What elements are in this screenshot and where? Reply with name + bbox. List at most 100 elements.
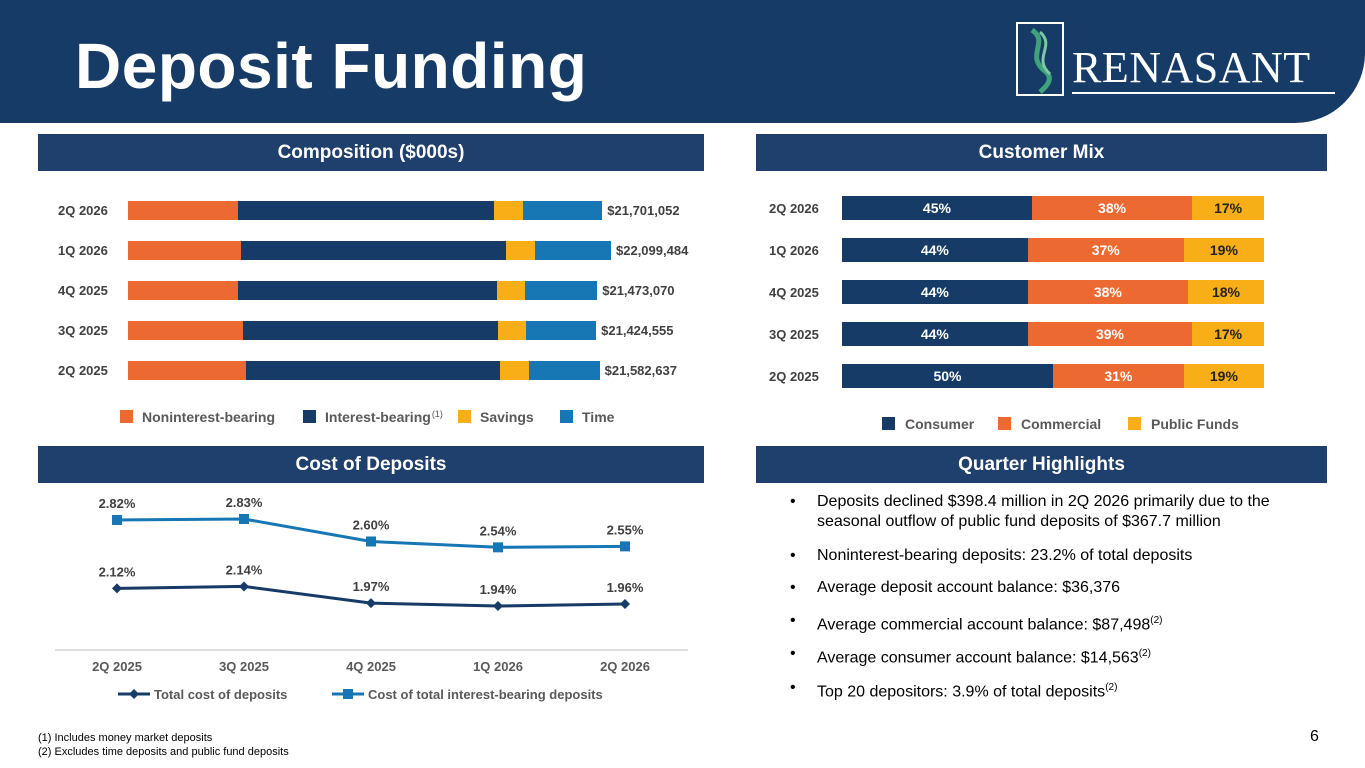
composition-total-label: $21,701,052 [607,203,680,218]
customer-mix-bar-segment: 19% [1183,364,1264,388]
interest-bearing-cost-marker [239,514,249,524]
composition-total-label: $21,473,070 [602,283,675,298]
total-cost-marker [112,583,122,594]
legend-total-marker [129,689,139,699]
legend-interest-marker [343,689,353,699]
page-number: 6 [1310,728,1319,745]
legend-label-total: Total cost of deposits [154,687,287,702]
composition-bar-segment [242,321,498,340]
x-tick-label: 2Q 2025 [92,659,142,674]
data-label: 2.83% [226,495,263,510]
logo-wordmark: RENASANT [1072,43,1311,92]
composition-bar-segment [523,201,603,220]
customer-mix-legend-swatch [998,417,1011,430]
interest-bearing-cost-marker [620,541,630,552]
footnote-ref: (2) [1105,682,1118,693]
x-tick-label: 4Q 2025 [346,659,396,674]
customer-mix-bar-segment: 44% [842,322,1028,346]
customer-mix-category-label: 2Q 2025 [769,369,819,384]
composition-bar-segment [494,201,524,220]
composition-bar-segment [526,321,597,340]
composition-total-label: $22,099,484 [616,243,689,258]
composition-legend-superscript: (1) [431,409,443,419]
composition-legend-label: Time [582,409,615,425]
composition-legend-swatch [303,410,316,423]
composition-bar-segment [529,361,600,380]
customer-mix-category-label: 4Q 2025 [769,285,819,300]
customer-mix-bar-segment: 50% [842,364,1053,388]
customer-mix-category-label: 3Q 2025 [769,327,819,342]
renasant-logo: RENASANT [1016,22,1338,96]
composition-category-label: 1Q 2026 [58,243,108,258]
data-label: 2.82% [99,496,136,511]
footnote-ref: (2) [1138,648,1151,659]
legend-label-interest: Cost of total interest-bearing deposits [368,687,603,702]
x-tick-label: 3Q 2025 [219,659,269,674]
composition-legend-swatch [560,410,573,423]
composition-total-label: $21,424,555 [601,323,674,338]
cost-of-deposits-header: Cost of Deposits [38,446,704,483]
total-cost-marker [239,581,249,592]
composition-bar-segment [128,321,243,340]
data-label: 2.14% [226,562,263,577]
composition-header: Composition ($000s) [38,134,704,171]
composition-legend-swatch [120,410,133,423]
customer-mix-legend-label: Public Funds [1151,416,1239,432]
composition-legend-label: Savings [480,409,534,425]
composition-category-label: 3Q 2025 [58,323,108,338]
footnote-ref: (2) [1150,615,1163,626]
footnote-1: (1) Includes money market deposits [38,732,213,744]
composition-bar-segment [499,361,530,380]
composition-category-label: 2Q 2026 [58,203,108,218]
highlight-text: Average consumer account balance: $14,56… [817,648,1151,667]
quarter-highlights-header: Quarter Highlights [756,446,1327,483]
customer-mix-bar-segment: 18% [1188,280,1264,304]
composition-legend-swatch [458,410,471,423]
customer-mix-bar-segment: 44% [842,280,1028,304]
customer-mix-legend-label: Commercial [1021,416,1102,432]
bullet-icon: • [790,645,796,662]
customer-mix-bar-segment: 38% [1027,280,1189,304]
customer-mix-bar-segment: 19% [1183,238,1264,262]
data-label: 2.55% [607,522,644,537]
composition-bar-segment [128,241,242,260]
customer-mix-category-label: 2Q 2026 [769,201,819,216]
composition-bar-segment [498,321,527,340]
customer-mix-bar-segment: 38% [1031,196,1193,220]
highlight-text: Average deposit account balance: $36,376 [817,579,1121,596]
customer-mix-bar-segment: 39% [1027,322,1193,346]
data-label: 2.60% [353,517,390,532]
composition-category-label: 4Q 2025 [58,283,108,298]
data-label: 1.97% [353,579,390,594]
customer-mix-bar-segment: 17% [1192,322,1264,346]
data-label: 1.94% [480,582,517,597]
customer-mix-legend-swatch [882,417,895,430]
logo-underline [1072,92,1335,94]
total-cost-marker [366,598,376,609]
data-label: 2.12% [99,564,136,579]
customer-mix-category-label: 1Q 2026 [769,243,819,258]
composition-bar-segment [535,241,611,260]
customer-mix-bar-segment: 31% [1053,364,1184,388]
composition-total-label: $21,582,637 [604,363,677,378]
logo-emblem-icon [1016,22,1064,96]
highlight-text: Average commercial account balance: $87,… [817,615,1163,634]
bullet-icon: • [790,493,796,510]
data-label: 2.54% [480,523,517,538]
bullet-icon: • [790,547,796,564]
highlight-text: Noninterest-bearing deposits: 23.2% of t… [817,547,1193,564]
highlight-text: Deposits declined $398.4 million in 2Q 2… [817,493,1270,530]
bullet-icon: • [790,612,796,629]
interest-bearing-cost-marker [493,542,503,553]
composition-bar-segment [246,361,500,380]
page-title: Deposit Funding [75,30,588,102]
customer-mix-legend-label: Consumer [905,416,975,432]
customer-mix-bar-segment: 17% [1192,196,1264,220]
composition-bar-segment [128,281,239,300]
customer-mix-bar-segment: 37% [1027,238,1184,262]
composition-bar-segment [506,241,536,260]
x-tick-label: 2Q 2026 [600,659,650,674]
composition-bar-segment [525,281,598,300]
composition-bar-segment [237,201,495,220]
interest-bearing-cost-marker [366,536,376,547]
